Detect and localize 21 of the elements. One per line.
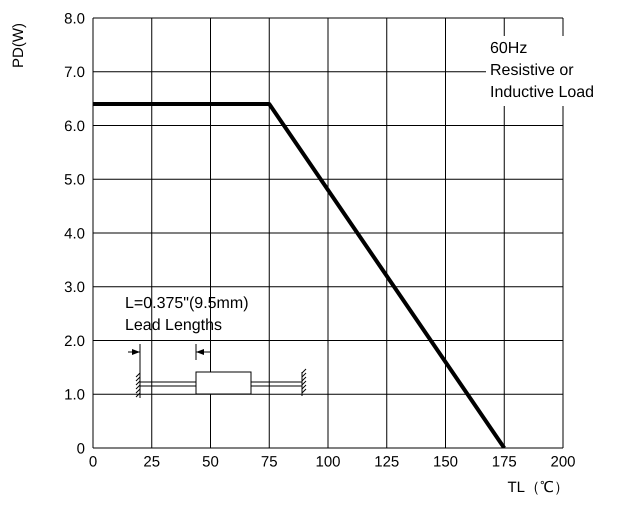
y-tick-label: 4.0 [64,225,85,242]
y-tick-label: 5.0 [64,172,85,189]
y-tick-label: 2.0 [64,332,85,350]
x-tick-label: 0 [88,454,98,471]
x-tick-label: 25 [143,454,160,471]
x-axis-title: TL（℃） [507,479,569,496]
x-tick-label: 200 [550,454,576,471]
y-axis-title: PD(W) [10,23,27,68]
x-tick-label: 100 [315,454,341,471]
x-tick-label: 125 [374,454,400,471]
y-tick-label: 0 [76,440,85,458]
y-tick-label: 3.0 [64,279,85,296]
y-tick-label: 7.0 [64,64,85,82]
y-tick-label: 6.0 [64,118,85,135]
x-tick-label: 75 [260,454,278,471]
x-tick-label: 175 [492,454,517,471]
y-tick-label: 1.0 [64,386,85,404]
y-tick-label: 8.0 [64,10,85,28]
annotation: 60Hz Resistive or Inductive Load [486,36,617,106]
x-tick-label: 50 [202,454,219,471]
x-tick-label: 150 [432,454,458,471]
